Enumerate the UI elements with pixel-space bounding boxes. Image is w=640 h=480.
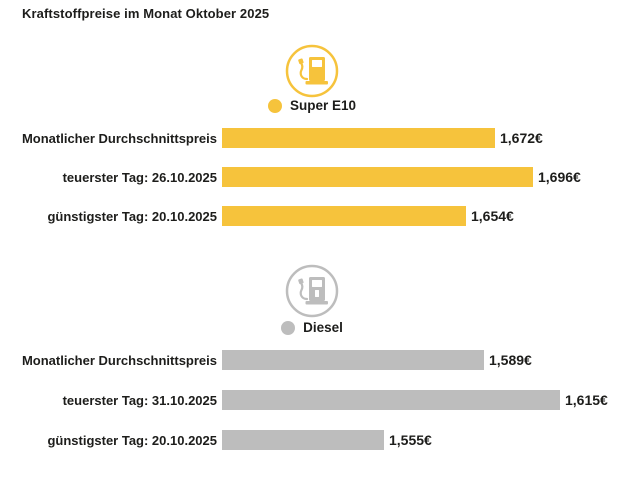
bar xyxy=(222,167,533,187)
bar-value-label: 1,615€ xyxy=(565,392,608,408)
bar-value-label: 1,589€ xyxy=(489,352,532,368)
bar xyxy=(222,350,484,370)
bar-row: günstigster Tag: 20.10.2025 1,555€ xyxy=(0,430,640,450)
bar-row-label: teuerster Tag: 31.10.2025 xyxy=(62,392,217,408)
series-label: Diesel xyxy=(303,320,343,335)
bar-row: günstigster Tag: 20.10.2025 1,654€ xyxy=(0,206,640,226)
bar-row-label: Monatlicher Durchschnittspreis xyxy=(21,130,217,146)
page-title: Kraftstoffpreise im Monat Oktober 2025 xyxy=(22,6,270,21)
legend-dot xyxy=(281,320,296,335)
bar xyxy=(222,390,560,410)
bar-row: teuerster Tag: 26.10.2025 1,696€ xyxy=(0,167,640,187)
bar-value-label: 1,654€ xyxy=(471,208,514,224)
bar-rows: Monatlicher Durchschnittspreis 1,672€ te… xyxy=(0,128,640,245)
legend-diesel: Diesel xyxy=(0,320,632,335)
bar-row-label: Monatlicher Durchschnittspreis xyxy=(21,352,217,368)
fuel-pump-icon xyxy=(285,44,339,98)
bar-row: Monatlicher Durchschnittspreis 1,589€ xyxy=(0,350,640,370)
legend-super-e10: Super E10 xyxy=(0,98,632,113)
legend-dot xyxy=(267,98,282,113)
bar-row-label: teuerster Tag: 26.10.2025 xyxy=(62,169,217,185)
section-diesel: Diesel Monatlicher Durchschnittspreis 1,… xyxy=(0,263,640,463)
bar-value-label: 1,696€ xyxy=(538,169,581,185)
section-super-e10: Super E10 Monatlicher Durchschnittspreis… xyxy=(0,43,640,243)
bar-row-label: günstigster Tag: 20.10.2025 xyxy=(47,432,217,448)
bar-row: teuerster Tag: 31.10.2025 1,615€ xyxy=(0,390,640,410)
series-label: Super E10 xyxy=(289,98,357,113)
bar-value-label: 1,672€ xyxy=(500,130,543,146)
bar-value-label: 1,555€ xyxy=(389,432,432,448)
bar-row: Monatlicher Durchschnittspreis 1,672€ xyxy=(0,128,640,148)
bar xyxy=(222,128,495,148)
bar-rows: Monatlicher Durchschnittspreis 1,589€ te… xyxy=(0,350,640,470)
bar xyxy=(222,206,466,226)
bar-row-label: günstigster Tag: 20.10.2025 xyxy=(47,208,217,224)
fuel-pump-icon xyxy=(285,264,339,318)
bar xyxy=(222,430,384,450)
